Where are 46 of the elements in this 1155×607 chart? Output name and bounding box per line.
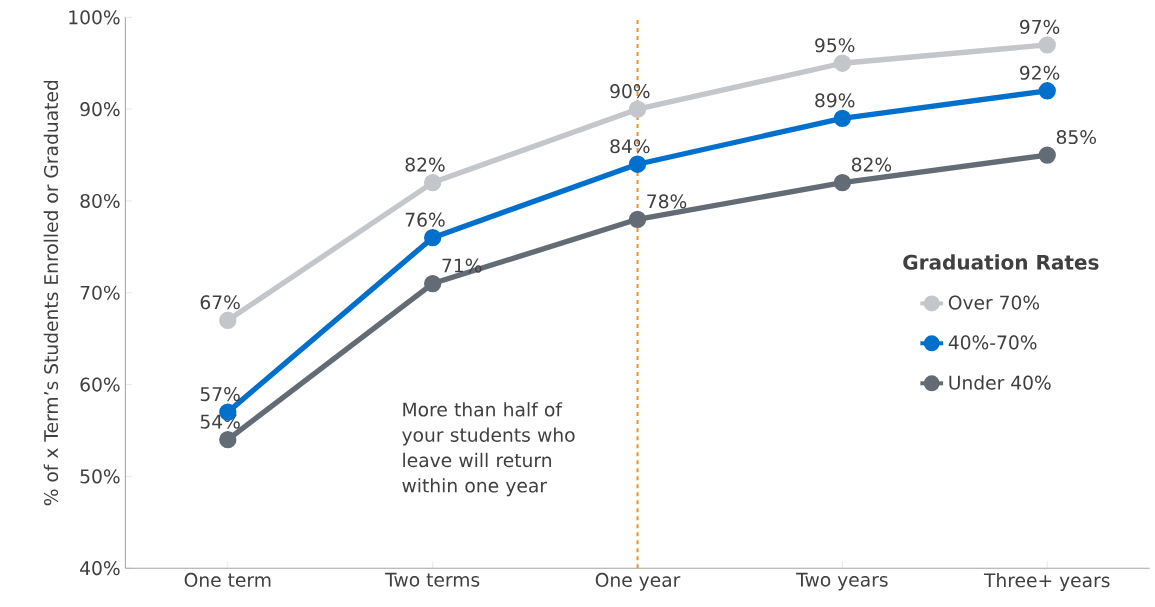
- point: [219, 431, 237, 449]
- annotation: More than half of your students who leave will return within one year: [402, 402, 575, 497]
- point: [833, 54, 852, 72]
- y-tick-label: 100%: [69, 10, 120, 25]
- legend-label: Over 70%: [948, 295, 1040, 310]
- data-label: 84%: [610, 139, 650, 154]
- data-label: 82%: [405, 157, 445, 172]
- y-tick-label: 80%: [80, 193, 120, 209]
- point: [1038, 36, 1056, 54]
- point: [628, 155, 647, 173]
- point: [423, 274, 442, 293]
- y-axis-title: % of x Term’s Students Enrolled or Graduated: [43, 81, 59, 506]
- data-label: 57%: [200, 387, 240, 402]
- point: [219, 311, 237, 330]
- point: [423, 173, 442, 192]
- data-label: 67%: [200, 295, 240, 310]
- y-tick-label: 50%: [80, 469, 120, 484]
- x-tick-label: Two terms: [385, 572, 480, 587]
- x-tick-label: One term: [184, 572, 271, 588]
- data-label: 95%: [815, 38, 855, 53]
- y-tick-label: 60%: [80, 377, 120, 392]
- data-label: 90%: [610, 84, 650, 99]
- point: [628, 100, 647, 118]
- legend-label: 40%-70%: [948, 335, 1037, 350]
- y-tick-label: 70%: [80, 285, 120, 300]
- x-tick-label: Two years: [796, 572, 888, 591]
- point: [423, 229, 442, 247]
- data-label: 82%: [851, 157, 892, 172]
- y-tick-label: 90%: [80, 102, 120, 117]
- data-label: 92%: [1019, 65, 1060, 80]
- data-label: 78%: [647, 194, 687, 209]
- point: [1038, 146, 1056, 164]
- x-tick-label: Three+ years: [983, 572, 1110, 592]
- point: [833, 109, 852, 128]
- x-tick-label: One year: [595, 572, 681, 591]
- data-label: 97%: [1019, 19, 1060, 35]
- point: [1038, 82, 1056, 100]
- point: [833, 173, 852, 192]
- legend-title: Graduation Rates: [903, 254, 1099, 270]
- y-tick-label: 40%: [80, 561, 120, 576]
- data-label: 85%: [1056, 130, 1096, 145]
- point: [628, 210, 647, 229]
- data-label: 76%: [405, 212, 445, 227]
- data-label: 71%: [442, 258, 482, 273]
- data-label: 89%: [815, 93, 855, 108]
- legend-label: Under 40%: [949, 375, 1051, 390]
